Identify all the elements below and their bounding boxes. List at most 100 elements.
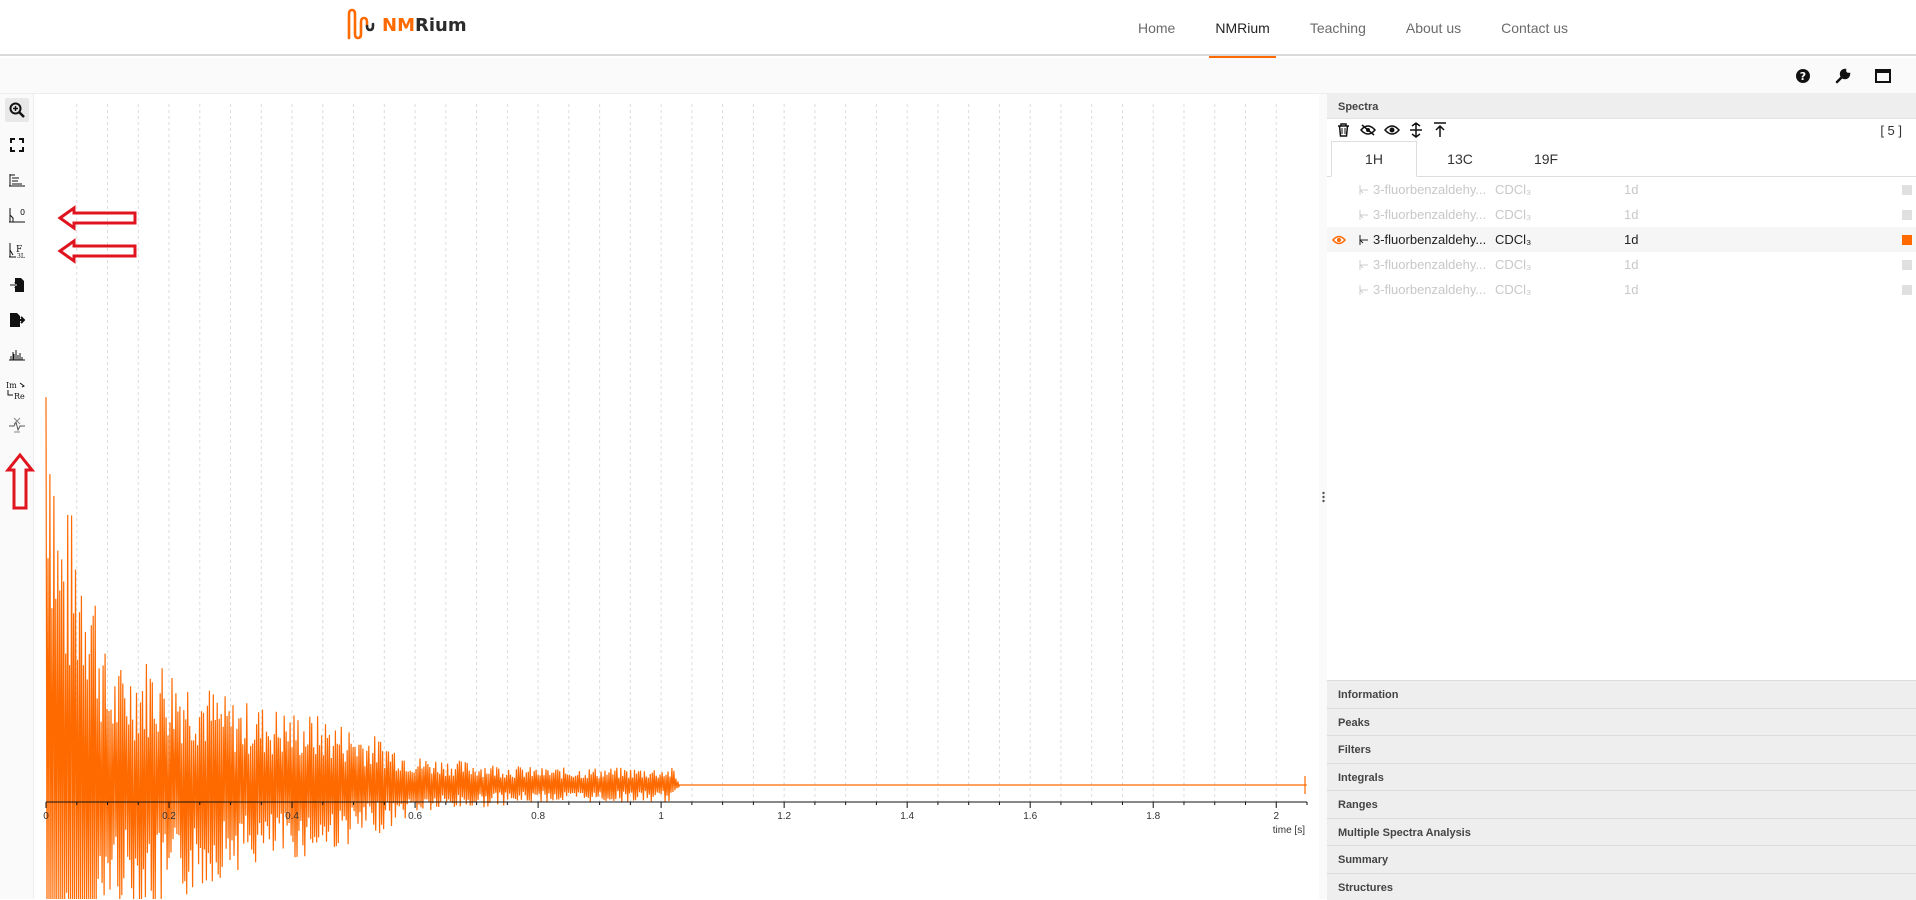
nav-teaching[interactable]: Teaching [1290, 0, 1386, 56]
spectrum-dimension: 1d [1624, 207, 1638, 222]
svg-text:?: ? [1800, 70, 1806, 83]
accordion-ranges[interactable]: Ranges [1327, 790, 1916, 818]
accordion-multiple-spectra-analysis[interactable]: Multiple Spectra Analysis [1327, 818, 1916, 846]
accordion-summary[interactable]: Summary [1327, 845, 1916, 873]
fid-icon [1357, 259, 1371, 271]
spectrum-solvent: CDCl₃ [1495, 257, 1615, 272]
fid-icon [1357, 184, 1371, 196]
x-tick-label: 1 [658, 811, 664, 822]
x-tick-label: 1.2 [777, 811, 791, 822]
accordion-structures[interactable]: Structures [1327, 873, 1916, 900]
spectrum-color-swatch[interactable] [1902, 235, 1912, 245]
logo-text: NMRium [382, 15, 467, 36]
top-toolbar: ? [0, 58, 1916, 94]
spectrum-name: 3-fluorbenzaldehy... [1373, 257, 1495, 272]
svg-text:3L: 3L [17, 253, 25, 259]
baseline-icon[interactable] [5, 343, 29, 367]
spectra-toolbar: [ 5 ] [1327, 119, 1916, 141]
svg-text:Im: Im [6, 381, 17, 390]
svg-text:0: 0 [20, 208, 25, 217]
spectrum-solvent: CDCl₃ [1495, 182, 1615, 197]
tab-19f[interactable]: 19F [1503, 141, 1589, 177]
apodization-icon[interactable] [5, 168, 29, 192]
digital-filter-icon[interactable] [5, 413, 29, 437]
x-tick-label: 0.6 [408, 811, 422, 822]
fullscreen-icon[interactable] [1873, 66, 1893, 86]
x-tick-label: 0.8 [531, 811, 545, 822]
spectrum-row[interactable]: 3-fluorbenzaldehy...CDCl₃ 1d [1327, 202, 1916, 227]
spectrum-row[interactable]: 3-fluorbenzaldehy...CDCl₃ 1d [1327, 227, 1916, 252]
fid-icon [1357, 234, 1371, 246]
zero-filling-icon[interactable]: 0 [5, 203, 29, 227]
spectrum-name: 3-fluorbenzaldehy... [1373, 182, 1495, 197]
spectrum-name: 3-fluorbenzaldehy... [1373, 232, 1495, 247]
spectrum-color-swatch[interactable] [1902, 285, 1912, 295]
x-tick-label: 0.4 [285, 811, 299, 822]
nmrium-logo-icon [346, 8, 376, 42]
spectrum-row[interactable]: 3-fluorbenzaldehy...CDCl₃ 1d [1327, 177, 1916, 202]
hide-all-icon[interactable] [1359, 122, 1376, 139]
spectra-panel-header[interactable]: Spectra [1327, 94, 1916, 119]
tab-1h[interactable]: 1H [1331, 141, 1417, 177]
spectrum-solvent: CDCl₃ [1495, 232, 1615, 247]
spectrum-row[interactable]: 3-fluorbenzaldehy...CDCl₃ 1d [1327, 252, 1916, 277]
x-tick-label: 1.4 [900, 811, 914, 822]
nmrium-logo[interactable]: NMRium [346, 8, 467, 42]
spectrum-row[interactable]: 3-fluorbenzaldehy...CDCl₃ 1d [1327, 277, 1916, 302]
fid-icon [1357, 209, 1371, 221]
spectrum-name: 3-fluorbenzaldehy... [1373, 207, 1495, 222]
spectrum-color-swatch[interactable] [1902, 185, 1912, 195]
zoom-icon[interactable] [5, 98, 29, 122]
eye-icon[interactable] [1329, 235, 1349, 245]
spectra-count: [ 5 ] [1880, 123, 1902, 138]
spectrum-color-swatch[interactable] [1902, 260, 1912, 270]
right-panel: Spectra [ 5 ] 1H 13C 19F 3-fluorbenzalde… [1327, 94, 1916, 899]
spectrum-solvent: CDCl₃ [1495, 207, 1615, 222]
fid-icon [1357, 284, 1371, 296]
logo-text-nm: NM [382, 15, 415, 36]
tab-13c[interactable]: 13C [1417, 141, 1503, 177]
x-tick-label: 1.8 [1146, 811, 1160, 822]
nav-about-us[interactable]: About us [1386, 0, 1481, 56]
accordion-filters[interactable]: Filters [1327, 735, 1916, 763]
spectrum-dimension: 1d [1624, 232, 1638, 247]
svg-text:Re: Re [14, 392, 25, 401]
import-icon[interactable] [5, 273, 29, 297]
nav-nmrium[interactable]: NMRium [1195, 0, 1289, 56]
accordion-information[interactable]: Information [1327, 680, 1916, 708]
help-icon[interactable]: ? [1793, 66, 1813, 86]
spectrum-dimension: 1d [1624, 282, 1638, 297]
panel-accordion: Information Peaks Filters Integrals Rang… [1327, 680, 1916, 900]
x-tick-label: 2 [1273, 811, 1279, 822]
logo-text-rium: Rium [415, 15, 467, 36]
accordion-integrals[interactable]: Integrals [1327, 763, 1916, 791]
spectrum-dimension: 1d [1624, 257, 1638, 272]
spectrum-solvent: CDCl₃ [1495, 282, 1615, 297]
spectrum-color-swatch[interactable] [1902, 210, 1912, 220]
wrench-icon[interactable] [1833, 66, 1853, 86]
nav-links: Home NMRium Teaching About us Contact us [1118, 0, 1588, 56]
nav-home[interactable]: Home [1118, 0, 1195, 56]
fid-series-line [46, 397, 1307, 899]
export-icon[interactable] [5, 308, 29, 332]
stack-icon[interactable] [1431, 122, 1448, 139]
x-tick-label: 1.6 [1023, 811, 1037, 822]
full-spectrum-icon[interactable] [5, 133, 29, 157]
x-axis-label: time [s] [1273, 825, 1305, 836]
x-tick-label: 0 [43, 811, 49, 822]
overlay-icon[interactable] [1407, 122, 1424, 139]
show-all-icon[interactable] [1383, 122, 1400, 139]
accordion-peaks[interactable]: Peaks [1327, 708, 1916, 736]
nav-contact-us[interactable]: Contact us [1481, 0, 1588, 56]
nucleus-tabs: 1H 13C 19F [1327, 141, 1916, 177]
panel-splitter[interactable] [1319, 94, 1327, 899]
spectrum-name: 3-fluorbenzaldehy... [1373, 282, 1495, 297]
real-imaginary-icon[interactable]: Im Re [5, 378, 29, 402]
trash-icon[interactable] [1335, 122, 1352, 139]
spectrum-dimension: 1d [1624, 182, 1638, 197]
